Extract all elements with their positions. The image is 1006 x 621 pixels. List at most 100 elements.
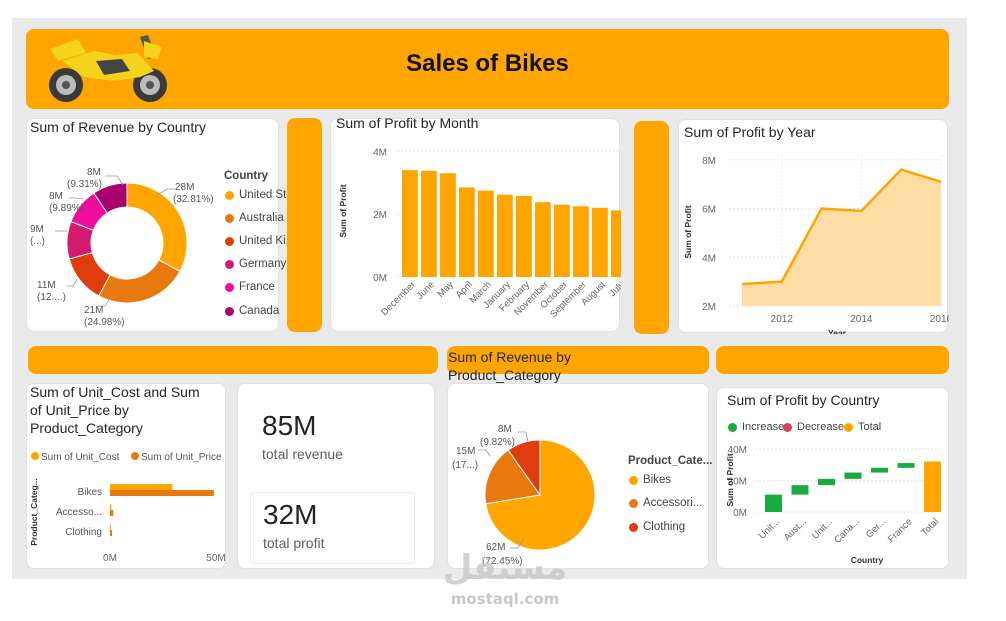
revenue-donut-chart[interactable]: 28M(32.81%) 21M(24.98%) 11M(12....) 9M(...)… bbox=[27, 119, 280, 333]
legend-item-france[interactable]: France bbox=[225, 281, 275, 293]
legend-item-bikes[interactable]: Bikes bbox=[629, 474, 671, 486]
kpi-value: 85M bbox=[262, 410, 317, 441]
bar bbox=[402, 170, 418, 277]
legend-item-germany[interactable]: Germany bbox=[225, 258, 286, 270]
bar bbox=[535, 202, 551, 277]
x-tick-label: 0M bbox=[103, 553, 117, 564]
x-tick-label: Cana... bbox=[832, 516, 861, 545]
legend-marker bbox=[225, 306, 234, 316]
y-tick-label: 0M bbox=[733, 508, 747, 519]
chart-title-line3: Product_Category bbox=[30, 420, 143, 436]
revenue-by-category-chart[interactable]: 62M (72.45%) 15M (17...) 8M (9.82%) bbox=[448, 384, 710, 570]
profit-by-month-chart[interactable]: 4M2M0MDecemberJuneMayAprilMarchJanuaryFe… bbox=[331, 119, 621, 333]
x-tick-label: Aust... bbox=[782, 516, 809, 543]
legend-item-decrease[interactable]: Decrease bbox=[783, 421, 844, 433]
total-profit-kpi[interactable]: 32M total profit bbox=[250, 492, 415, 564]
legend-item-australia[interactable]: Australia bbox=[225, 212, 284, 224]
legend-item-increase[interactable]: Increase bbox=[728, 421, 784, 433]
x-axis-label: Country bbox=[851, 555, 884, 565]
leader-line bbox=[518, 431, 529, 443]
x-tick-label: Total bbox=[919, 516, 941, 538]
pie-slice bbox=[484, 449, 541, 505]
x-axis-label: Year bbox=[828, 328, 847, 334]
waterfall-bar bbox=[871, 467, 888, 473]
legend-label: Total bbox=[858, 421, 882, 433]
waterfall-bar bbox=[924, 461, 941, 512]
x-tick-label: 2016 bbox=[930, 314, 949, 325]
x-tick-label: 50M bbox=[206, 553, 225, 564]
x-axis-label: Sum of Unit_Cost and Sum ... bbox=[117, 569, 227, 570]
watermark-url: mostaql.com bbox=[450, 590, 560, 608]
waterfall-bar bbox=[897, 463, 915, 468]
profit-by-year-card[interactable]: Sum of Profit by Year 8M 6M 4M 2M 2012 2014 20… bbox=[678, 119, 949, 334]
waterfall-bar bbox=[791, 485, 809, 495]
kpi-label: total profit bbox=[263, 535, 325, 551]
waterfall-bar bbox=[818, 478, 835, 486]
y-axis-label: Sum of Profit bbox=[725, 453, 735, 507]
data-label-value: 8M bbox=[49, 191, 63, 202]
y-tick-label: Bikes bbox=[78, 487, 102, 498]
data-label-percent: (...) bbox=[30, 236, 45, 247]
legend-marker bbox=[225, 259, 234, 269]
revenue-by-country-card[interactable]: Sum of Revenue by Country 28M (32.81%) 21M… bbox=[26, 118, 296, 333]
series-line bbox=[741, 168, 942, 286]
header-banner: Sales of Bikes bbox=[26, 29, 949, 109]
data-label-value: 15M bbox=[456, 446, 475, 457]
bar bbox=[611, 210, 621, 277]
data-label-value: 8M bbox=[87, 167, 101, 178]
legend-item-clothing[interactable]: Clothing bbox=[629, 521, 685, 533]
unit-cost-price-chart[interactable]: Sum of Unit_Cost Sum of Unit_Price Bikes Ac… bbox=[27, 384, 227, 570]
chart-title-line1: Sum of Revenue by bbox=[448, 349, 571, 365]
legend-item-total[interactable]: Total bbox=[844, 421, 881, 433]
bar bbox=[573, 206, 589, 277]
legend-item-canada[interactable]: Canada bbox=[225, 305, 279, 317]
donut-slice bbox=[98, 259, 181, 304]
total-revenue-kpi[interactable]: 85M total revenue bbox=[250, 404, 413, 482]
bar bbox=[497, 194, 513, 277]
leader-line bbox=[97, 296, 112, 307]
motorbike-icon bbox=[49, 35, 167, 102]
y-tick-label: 0M bbox=[373, 273, 387, 284]
revenue-by-category-card[interactable]: 62M (72.45%) 15M (17...) 8M (9.82%) Product_C… bbox=[447, 383, 713, 570]
y-tick-label: Accesso... bbox=[56, 507, 102, 518]
x-tick-label: May bbox=[435, 279, 456, 300]
bar-unit-price bbox=[110, 530, 113, 536]
bar-unit-price bbox=[110, 490, 214, 496]
data-label-percent: (9.82%) bbox=[480, 437, 515, 448]
data-label-value: 11M bbox=[37, 280, 56, 291]
y-tick-label: 20M bbox=[728, 476, 747, 487]
bar bbox=[421, 170, 437, 277]
orange-spacer bbox=[634, 121, 669, 334]
chart-title: Sum of Profit by Country bbox=[727, 392, 880, 408]
kpi-value: 32M bbox=[263, 499, 318, 530]
leader-line bbox=[105, 175, 124, 186]
legend-title: Product_Cate... bbox=[628, 455, 713, 467]
legend-item-united-kingdom[interactable]: United Ki... bbox=[225, 235, 295, 247]
unit-cost-price-card[interactable]: Sum of Unit_Cost and Sum of Unit_Price b… bbox=[26, 383, 227, 570]
bar bbox=[440, 173, 456, 277]
legend-label: Decrease bbox=[797, 421, 845, 433]
data-label-value: 8M bbox=[498, 424, 512, 435]
area-fill bbox=[741, 169, 941, 306]
legend-label: Clothing bbox=[643, 521, 686, 533]
legend-marker bbox=[728, 422, 737, 432]
profit-by-country-card[interactable]: Sum of Profit by Country Increase Decrea… bbox=[716, 387, 949, 569]
legend-marker bbox=[225, 282, 234, 292]
watermark-logo: مستقل bbox=[442, 548, 568, 588]
chart-title-line2: of Unit_Price by bbox=[30, 402, 129, 418]
bar bbox=[459, 187, 475, 277]
legend-marker bbox=[629, 475, 638, 485]
legend-title: Country bbox=[224, 170, 269, 182]
orange-spacer bbox=[716, 346, 949, 374]
legend-label: United Ki... bbox=[239, 235, 296, 247]
profit-by-month-card[interactable]: Sum of Profit by Month 4M 2M 0M December Jun… bbox=[330, 115, 621, 333]
profit-by-year-chart[interactable]: 8M 6M 4M 2M 2012 2014 2016 Year Sum of Profit bbox=[679, 120, 949, 334]
data-label-value: 62M bbox=[486, 542, 505, 553]
data-label-percent: (12....) bbox=[37, 292, 66, 303]
legend-item-united-states[interactable]: United St... bbox=[225, 189, 296, 201]
data-label-percent: (17...) bbox=[452, 460, 478, 471]
legend-item-accessories[interactable]: Accessori... bbox=[629, 497, 702, 509]
legend-marker bbox=[629, 498, 638, 508]
y-tick-label: 2M bbox=[702, 302, 716, 313]
